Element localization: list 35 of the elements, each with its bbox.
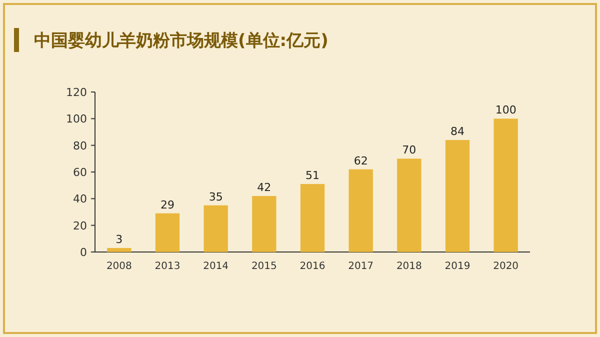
- y-tick-label: 0: [80, 246, 87, 259]
- x-tick-label: 2018: [396, 261, 422, 272]
- x-tick-label: 2014: [203, 261, 229, 272]
- chart-title: 中国婴幼儿羊奶粉市场规模(单位:亿元): [34, 31, 328, 51]
- data-label: 100: [495, 104, 516, 117]
- x-tick-label: 2016: [300, 261, 326, 272]
- y-tick-label: 80: [73, 139, 87, 152]
- data-label: 35: [208, 190, 223, 204]
- x-tick-label: 2019: [444, 261, 470, 272]
- data-label: 29: [160, 198, 174, 212]
- x-tick-label: 2020: [493, 261, 519, 272]
- y-tick-label: 20: [73, 219, 87, 232]
- x-tick-label: 2013: [154, 261, 180, 272]
- x-tick-label: 2008: [106, 261, 132, 272]
- y-tick-label: 60: [73, 166, 87, 179]
- bar: [252, 196, 276, 252]
- bar: [348, 169, 373, 252]
- data-label: 84: [450, 125, 464, 138]
- data-label: 70: [402, 144, 416, 157]
- y-tick-label: 40: [73, 192, 87, 206]
- bar: [204, 205, 228, 252]
- x-tick-label: 2017: [348, 261, 374, 272]
- bar: [107, 248, 132, 252]
- data-label: 3: [116, 233, 123, 246]
- data-label: 62: [354, 154, 368, 168]
- x-tick-label: 2015: [251, 261, 277, 272]
- bar: [494, 118, 518, 252]
- bar: [445, 140, 470, 252]
- bar: [300, 184, 325, 252]
- y-tick-label: 100: [66, 112, 87, 126]
- y-tick-label: 120: [66, 86, 87, 99]
- data-label: 51: [306, 169, 320, 182]
- data-label: 42: [257, 181, 272, 194]
- bar: [397, 158, 422, 252]
- bar: [155, 213, 180, 252]
